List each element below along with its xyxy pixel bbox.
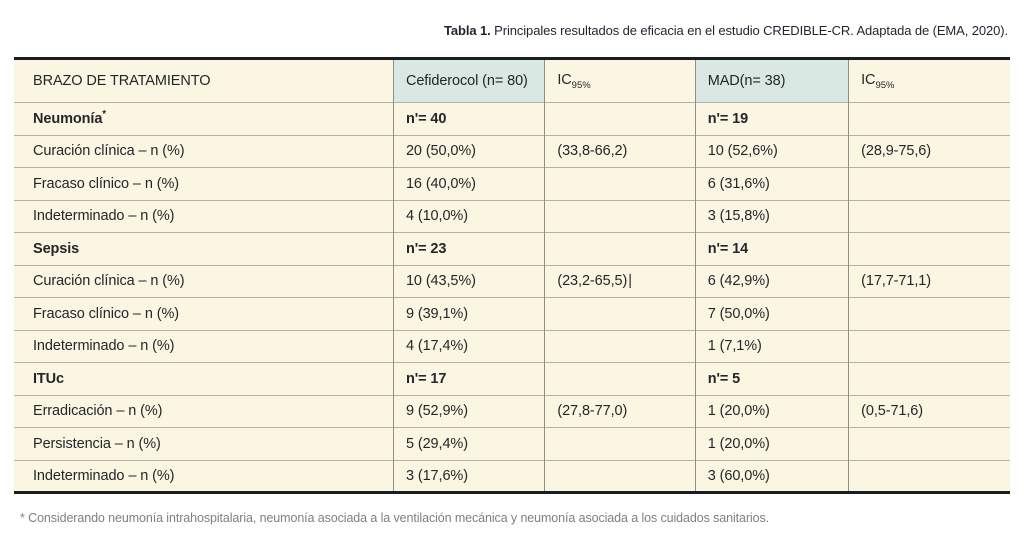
- ic95-subscript: 95%: [875, 79, 895, 91]
- column-header-mad: MAD(n= 38): [694, 58, 849, 103]
- mad-value-cell: 1 (20,0%): [694, 394, 849, 428]
- mad-ic-cell: [848, 329, 1010, 363]
- mad-ic-cell: (28,9-75,6): [848, 134, 1010, 168]
- cef-ic-cell: [544, 102, 696, 135]
- mad-ic-cell: (0,5-71,6): [848, 394, 1010, 428]
- cef-ic-cell: [544, 297, 696, 330]
- cef-value-cell: n'= 17: [392, 362, 545, 395]
- column-header-cefiderocol: Cefiderocol (n= 80): [392, 58, 545, 103]
- cef-value-cell: 9 (39,1%): [392, 297, 545, 330]
- mad-value-cell: 1 (20,0%): [694, 427, 849, 460]
- cef-value-cell: 16 (40,0%): [392, 167, 545, 200]
- header-row: BRAZO DE TRATAMIENTO Cefiderocol (n= 80)…: [14, 58, 1010, 103]
- mad-value-cell: n'= 14: [694, 232, 849, 265]
- mad-value-cell: 3 (60,0%): [694, 459, 849, 493]
- row-label: Indeterminado – n (%): [14, 199, 394, 233]
- column-header-ic95-cefiderocol: IC95%: [544, 58, 696, 103]
- cef-value-cell: 10 (43,5%): [392, 264, 545, 298]
- mad-ic-cell: [848, 199, 1010, 233]
- mad-value-cell: 7 (50,0%): [694, 297, 849, 330]
- row-label: Neumonía*: [14, 102, 394, 135]
- cef-ic-cell: [544, 362, 696, 395]
- cef-ic-cell: [544, 167, 696, 200]
- table-row: Curación clínica – n (%) 20 (50,0%) (33,…: [14, 134, 1010, 168]
- cef-ic-cell: [544, 329, 696, 363]
- section-row-neumonia: Neumonía* n'= 40 n'= 19: [14, 102, 1010, 135]
- row-label: Curación clínica – n (%): [14, 264, 394, 298]
- results-table: BRAZO DE TRATAMIENTO Cefiderocol (n= 80)…: [14, 57, 1010, 494]
- table-footnote: * Considerando neumonía intrahospitalari…: [20, 511, 769, 525]
- table-row: Indeterminado – n (%) 3 (17,6%) 3 (60,0%…: [14, 459, 1010, 493]
- table-row: Fracaso clínico – n (%) 9 (39,1%) 7 (50,…: [14, 297, 1010, 330]
- mad-ic-cell: [848, 427, 1010, 460]
- row-label: Indeterminado – n (%): [14, 329, 394, 363]
- table-row: Fracaso clínico – n (%) 16 (40,0%) 6 (31…: [14, 167, 1010, 200]
- cef-value-cell: 5 (29,4%): [392, 427, 545, 460]
- mad-value-cell: 10 (52,6%): [694, 134, 849, 168]
- cef-ic-cell: [544, 232, 696, 265]
- row-label: Indeterminado – n (%): [14, 459, 394, 493]
- table-row: Indeterminado – n (%) 4 (10,0%) 3 (15,8%…: [14, 199, 1010, 233]
- cef-ic-cell: (23,2-65,5)|: [544, 264, 696, 298]
- cef-value-cell: 4 (17,4%): [392, 329, 545, 363]
- ic95-subscript: 95%: [571, 79, 591, 91]
- caption-label: Tabla 1.: [443, 23, 491, 38]
- mad-ic-cell: [848, 362, 1010, 395]
- row-label: Erradicación – n (%): [14, 394, 394, 428]
- row-label: ITUc: [14, 362, 394, 395]
- cef-value-cell: 9 (52,9%): [392, 394, 545, 428]
- results-table-container: BRAZO DE TRATAMIENTO Cefiderocol (n= 80)…: [14, 57, 1010, 494]
- mad-ic-cell: (17,7-71,1): [848, 264, 1010, 298]
- cef-value-cell: 20 (50,0%): [392, 134, 545, 168]
- column-header-treatment-arm: BRAZO DE TRATAMIENTO: [14, 58, 394, 103]
- row-label: Curación clínica – n (%): [14, 134, 394, 168]
- cef-value-cell: n'= 23: [392, 232, 545, 265]
- table-row: Indeterminado – n (%) 4 (17,4%) 1 (7,1%): [14, 329, 1010, 363]
- mad-ic-cell: [848, 297, 1010, 330]
- mad-value-cell: 1 (7,1%): [694, 329, 849, 363]
- table-row: Curación clínica – n (%) 10 (43,5%) (23,…: [14, 264, 1010, 298]
- mad-ic-cell: [848, 167, 1010, 200]
- footnote-marker: *: [102, 108, 107, 120]
- cef-ic-cell: [544, 427, 696, 460]
- row-label: Sepsis: [14, 232, 394, 265]
- section-row-ituc: ITUc n'= 17 n'= 5: [14, 362, 1010, 395]
- table-row: Persistencia – n (%) 5 (29,4%) 1 (20,0%): [14, 427, 1010, 460]
- mad-value-cell: 6 (31,6%): [694, 167, 849, 200]
- mad-ic-cell: [848, 102, 1010, 135]
- mad-value-cell: 6 (42,9%): [694, 264, 849, 298]
- column-header-ic95-mad: IC95%: [848, 58, 1010, 103]
- cef-ic-cell: (27,8-77,0): [544, 394, 696, 428]
- cef-ic-cell: [544, 199, 696, 233]
- row-label: Fracaso clínico – n (%): [14, 167, 394, 200]
- row-label: Fracaso clínico – n (%): [14, 297, 394, 330]
- mad-ic-cell: [848, 232, 1010, 265]
- mad-value-cell: n'= 19: [694, 102, 849, 135]
- mad-ic-cell: [848, 459, 1010, 493]
- cef-value-cell: 3 (17,6%): [392, 459, 545, 493]
- mad-value-cell: 3 (15,8%): [694, 199, 849, 233]
- row-label: Persistencia – n (%): [14, 427, 394, 460]
- table-caption: Tabla 1. Principales resultados de efica…: [444, 23, 1008, 38]
- table-row: Erradicación – n (%) 9 (52,9%) (27,8-77,…: [14, 394, 1010, 428]
- text-cursor: |: [628, 273, 632, 290]
- cef-ic-cell: (33,8-66,2): [544, 134, 696, 168]
- mad-value-cell: n'= 5: [694, 362, 849, 395]
- caption-text: Principales resultados de eficacia en el…: [490, 23, 1008, 38]
- cef-value-cell: n'= 40: [392, 102, 545, 135]
- cef-ic-cell: [544, 459, 696, 493]
- section-row-sepsis: Sepsis n'= 23 n'= 14: [14, 232, 1010, 265]
- cef-value-cell: 4 (10,0%): [392, 199, 545, 233]
